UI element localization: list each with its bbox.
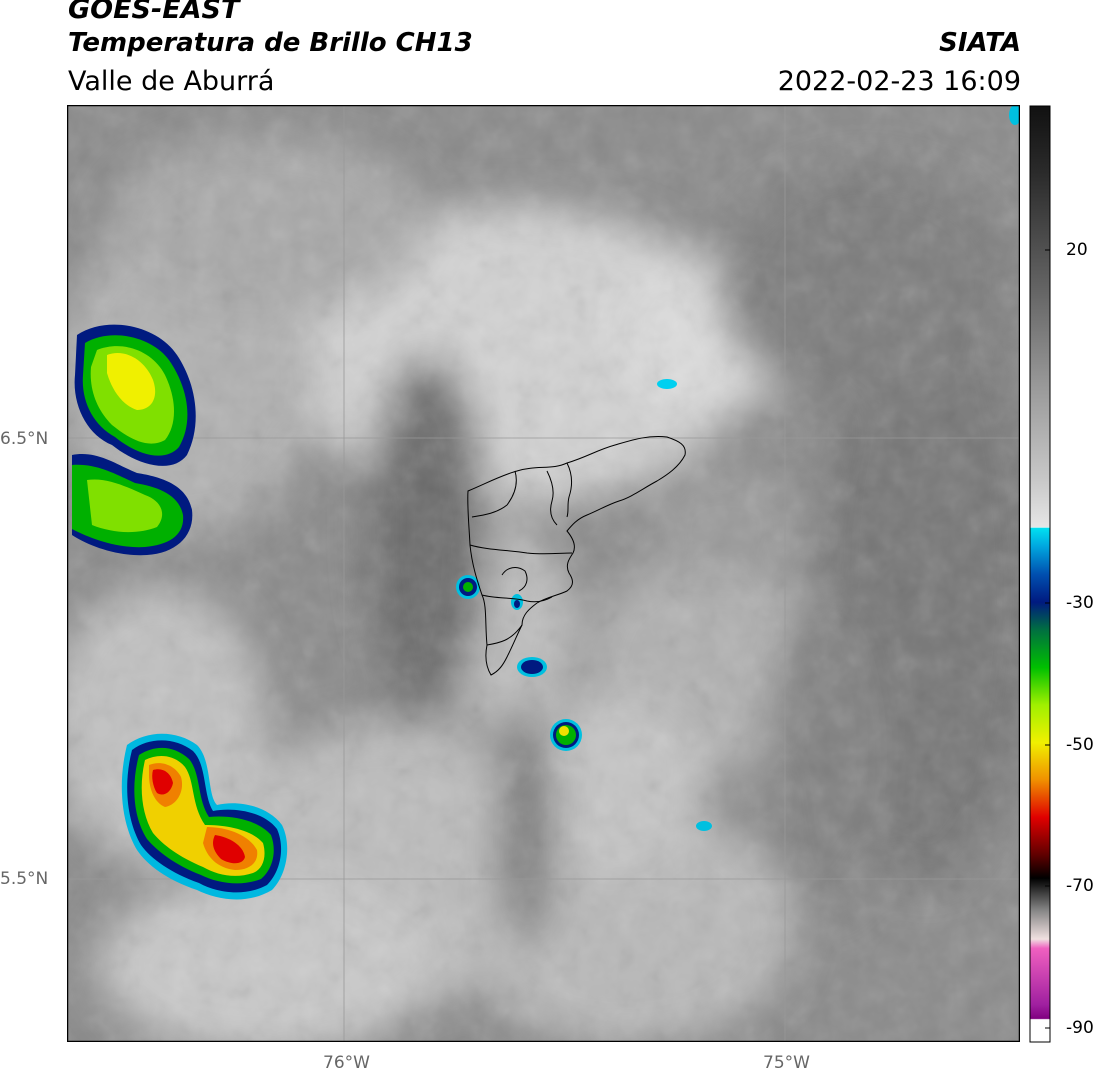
storm-cell-south: [121, 733, 288, 900]
colorbar-tick-minus90: -90: [1066, 1018, 1094, 1038]
lon-tick-75: 75°W: [763, 1053, 810, 1073]
satellite-title: GOES-EAST: [68, 0, 240, 25]
organization-label: SIATA: [939, 28, 1021, 58]
colorbar-tick-minus50: -50: [1066, 735, 1094, 755]
region-title: Valle de Aburrá: [68, 66, 275, 97]
storm-cell-north-lower: [72, 454, 193, 556]
colorbar-tick-minus30: -30: [1066, 593, 1094, 613]
small-cells: [456, 105, 1020, 831]
colorbar-tick-minus70: -70: [1066, 876, 1094, 896]
lat-tick-5-5: 5.5°N: [0, 869, 49, 889]
timestamp-label: 2022-02-23 16:09: [777, 66, 1021, 97]
product-title: Temperatura de Brillo CH13: [68, 28, 473, 58]
storm-cell-north: [74, 324, 196, 466]
satellite-map: [67, 105, 1020, 1042]
lat-tick-6-5: 6.5°N: [0, 429, 49, 449]
municipal-boundaries: [467, 436, 686, 676]
colorbar-tick-20: 20: [1066, 240, 1088, 260]
lon-tick-76: 76°W: [323, 1053, 370, 1073]
colorbar: [1029, 105, 1051, 1043]
